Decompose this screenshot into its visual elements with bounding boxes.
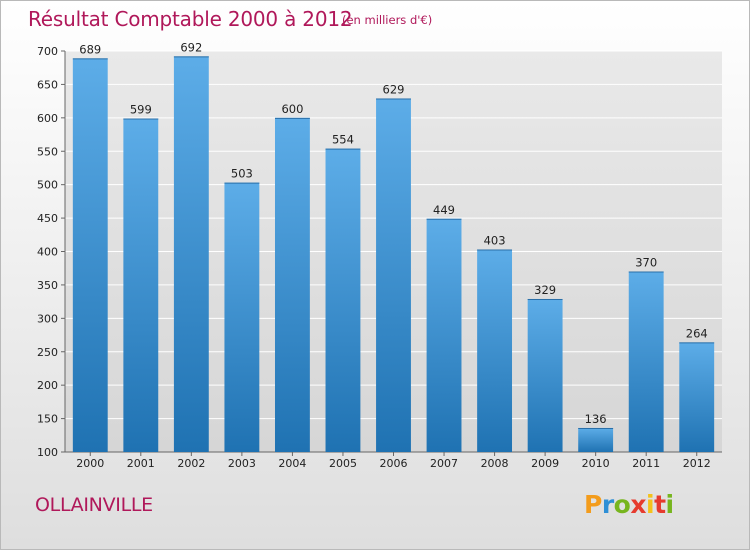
data-label-2012: 264 — [686, 326, 708, 340]
bar-2004[interactable] — [274, 117, 310, 452]
y-tick-label-200: 200 — [37, 379, 58, 392]
bar-2006[interactable] — [376, 98, 411, 453]
y-tick-label-400: 400 — [37, 246, 58, 259]
logo-letter: t — [654, 490, 666, 519]
y-tick-label-600: 600 — [37, 112, 58, 125]
y-tick-label-350: 350 — [37, 279, 58, 292]
proxiti-logo[interactable]: Proxiti — [584, 490, 674, 519]
x-tick-label-2011: 2011 — [632, 457, 660, 470]
data-label-2002: 692 — [180, 40, 202, 54]
logo-letter: x — [630, 490, 646, 519]
y-tick-label-300: 300 — [37, 312, 58, 325]
bar-chart: 100 150 200 250 300 350 400 450 500 550 600 650 700 2… — [37, 40, 722, 470]
bar-2003[interactable] — [224, 182, 260, 452]
bar-2007[interactable] — [426, 218, 462, 452]
y-tick-label-700: 700 — [37, 45, 58, 58]
logo-letter: P — [584, 490, 602, 519]
y-tick-label-100: 100 — [37, 446, 58, 459]
data-label-2003: 503 — [231, 167, 253, 181]
logo-letter: i — [665, 490, 675, 519]
data-label-2004: 600 — [281, 102, 303, 116]
y-tick-label-650: 650 — [37, 78, 58, 91]
logo-letter: o — [613, 490, 631, 519]
data-label-2010: 136 — [585, 412, 607, 426]
chart-subtitle: (en milliers d'€) — [342, 13, 433, 27]
x-tick-label-2007: 2007 — [430, 457, 458, 470]
x-tick-label-2006: 2006 — [380, 457, 408, 470]
data-label-2005: 554 — [332, 133, 354, 147]
bar-2011[interactable] — [628, 271, 664, 452]
y-tick-label-250: 250 — [37, 346, 58, 359]
y-tick-label-550: 550 — [37, 145, 58, 158]
logo-letter: r — [601, 490, 614, 519]
data-label-2011: 370 — [635, 256, 657, 270]
chart-title: Résultat Comptable 2000 à 2012 — [28, 7, 353, 31]
bar-2012[interactable] — [679, 342, 715, 452]
logo-letter: i — [646, 490, 655, 519]
y-tick-label-500: 500 — [37, 179, 58, 192]
x-tick-label-2000: 2000 — [76, 457, 104, 470]
commune-name: OLLAINVILLE — [35, 494, 153, 516]
x-tick-label-2009: 2009 — [531, 457, 559, 470]
x-tick-label-2002: 2002 — [177, 457, 205, 470]
bar-2009[interactable] — [527, 298, 563, 452]
data-label-2000: 689 — [79, 42, 101, 56]
bar-2010[interactable] — [578, 427, 614, 452]
y-tick-label-150: 150 — [37, 413, 58, 426]
x-tick-label-2008: 2008 — [481, 457, 509, 470]
data-label-2006: 629 — [383, 82, 405, 96]
data-label-2001: 599 — [130, 103, 152, 117]
bar-2002[interactable] — [173, 56, 209, 452]
x-tick-label-2012: 2012 — [683, 457, 711, 470]
y-tick-label-450: 450 — [37, 212, 58, 225]
data-label-2007: 449 — [433, 203, 455, 217]
bar-2000[interactable] — [72, 58, 108, 453]
bar-2001[interactable] — [123, 118, 159, 453]
x-tick-label-2005: 2005 — [329, 457, 357, 470]
x-tick-label-2001: 2001 — [127, 457, 155, 470]
bar-2008[interactable] — [477, 249, 513, 452]
x-tick-label-2010: 2010 — [582, 457, 610, 470]
data-label-2009: 329 — [534, 283, 556, 297]
data-label-2008: 403 — [484, 233, 506, 247]
bar-2005[interactable] — [325, 148, 361, 452]
x-tick-label-2004: 2004 — [278, 457, 306, 470]
x-tick-label-2003: 2003 — [228, 457, 256, 470]
